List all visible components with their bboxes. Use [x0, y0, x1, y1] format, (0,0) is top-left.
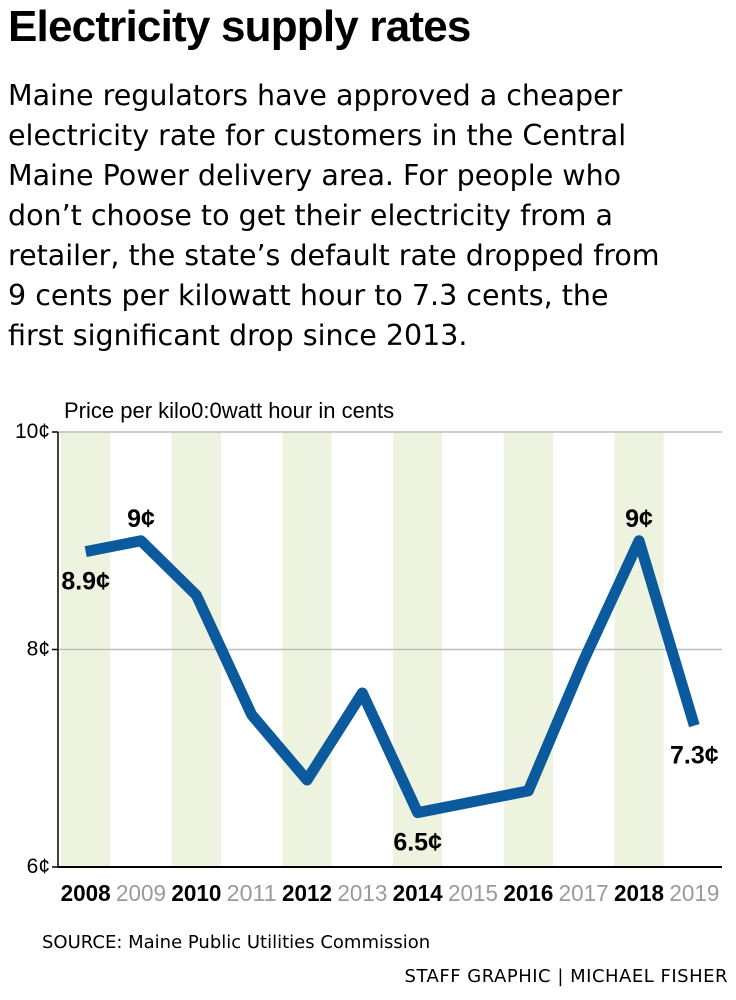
- data-point: [140, 540, 142, 542]
- data-label: 8.9¢: [61, 568, 110, 596]
- x-tick-label: 2017: [559, 880, 609, 906]
- chart-description: Maine regulators have approved a cheaper…: [8, 76, 732, 356]
- description-line: retailer, the state’s default rate dropp…: [8, 239, 660, 272]
- description-line: electricity rate for customers in the Ce…: [8, 119, 627, 152]
- description-line: don’t choose to get their electricity fr…: [8, 199, 613, 232]
- data-label: 9¢: [625, 505, 653, 533]
- data-point: [361, 692, 363, 694]
- x-tick-label: 2013: [337, 880, 387, 906]
- chart-title: Electricity supply rates: [8, 2, 471, 51]
- rate-line: [84, 535, 700, 819]
- data-label: 9¢: [127, 505, 155, 533]
- data-point: [85, 551, 87, 553]
- x-tick-label: 2016: [503, 880, 553, 906]
- y-tick-label: 6¢: [27, 855, 50, 878]
- x-tick-label: 2011: [227, 880, 277, 906]
- data-point: [472, 801, 474, 803]
- x-tick-label: 2009: [116, 880, 166, 906]
- x-tick-label: 2019: [669, 880, 719, 906]
- y-tick-label: 8¢: [27, 638, 50, 661]
- data-point: [417, 812, 419, 814]
- y-axis-label: Price per kilo0:0watt hour in cents: [64, 398, 394, 423]
- description-line: Maine Power delivery area. For people wh…: [8, 159, 622, 192]
- data-point: [195, 594, 197, 596]
- y-tick-label: 10¢: [15, 420, 50, 443]
- data-point: [638, 540, 640, 542]
- x-tick-label: 2014: [393, 880, 443, 906]
- x-tick-label: 2008: [61, 880, 111, 906]
- description-line: 9 cents per kilowatt hour to 7.3 cents, …: [8, 279, 609, 312]
- source-note: SOURCE: Maine Public Utilities Commissio…: [42, 932, 431, 953]
- line-chart: Price per kilo0:0watt hour in cents 10¢ 8…: [15, 398, 722, 906]
- data-label: 6.5¢: [393, 829, 442, 857]
- x-tick-label: 2018: [614, 880, 664, 906]
- x-tick-label: 2012: [282, 880, 332, 906]
- data-point: [306, 779, 308, 781]
- x-tick-label: 2010: [171, 880, 221, 906]
- data-point: [251, 714, 253, 716]
- data-point: [583, 659, 585, 661]
- data-point: [693, 725, 695, 727]
- data-point: [527, 790, 529, 792]
- description-line: first significant drop since 2013.: [8, 319, 468, 352]
- credit-line: STAFF GRAPHIC | MICHAEL FISHER: [404, 966, 728, 987]
- data-label: 7.3¢: [670, 742, 719, 770]
- description-line: Maine regulators have approved a cheaper: [8, 79, 623, 112]
- x-tick-label: 2015: [448, 880, 498, 906]
